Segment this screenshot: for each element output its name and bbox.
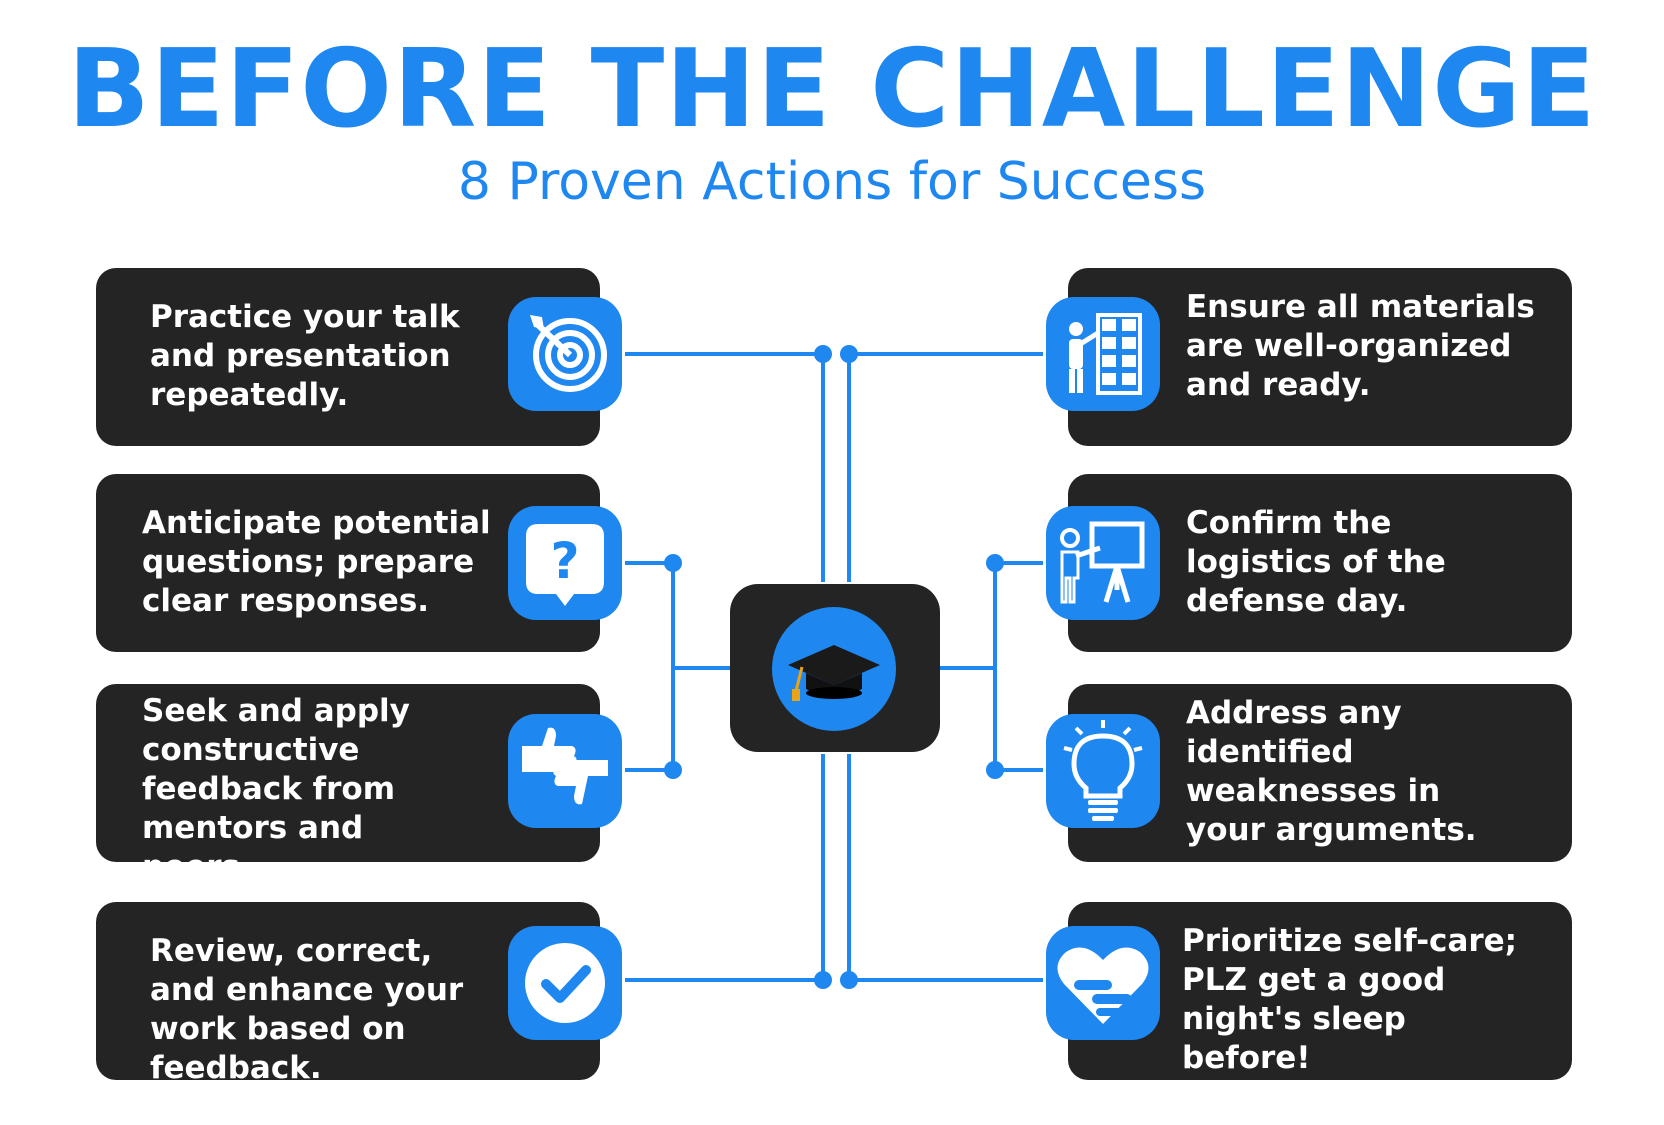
- action-text: Review, correct, and enhance your work b…: [150, 933, 464, 1086]
- thumbs-up-down-icon: [508, 714, 622, 828]
- presentation-board-icon: [1046, 506, 1160, 620]
- svg-text:?: ?: [550, 532, 579, 590]
- action-text: Prioritize self-care; PLZ get a good nig…: [1182, 923, 1518, 1076]
- action-text: Confirm the logistics of the defense day…: [1186, 505, 1446, 619]
- shelf-organizer-icon: [1046, 297, 1160, 411]
- action-card-2: Anticipate potential questions; prepare …: [96, 474, 600, 652]
- action-text: Address any identified weaknesses in you…: [1186, 695, 1477, 848]
- action-card-1: Practice your talk and presentation repe…: [96, 268, 600, 446]
- page-title: BEFORE THE CHALLENGE: [67, 27, 1597, 152]
- action-card-8: Prioritize self-care; PLZ get a good nig…: [1068, 902, 1572, 1080]
- center-hub: [730, 584, 940, 752]
- action-text: Practice your talk and presentation repe…: [150, 299, 460, 413]
- question-bubble-icon: ?: [508, 506, 622, 620]
- lightbulb-icon: [1046, 714, 1160, 828]
- heart-hug-icon: [1046, 926, 1160, 1040]
- action-text: Seek and apply constructive feedback fro…: [142, 693, 410, 885]
- graduation-cap-icon: [772, 607, 896, 731]
- check-badge-icon: [508, 926, 622, 1040]
- action-text: Anticipate potential questions; prepare …: [142, 505, 491, 619]
- page-subtitle: 8 Proven Actions for Success: [457, 152, 1207, 212]
- action-text: Ensure all materials are well-organized …: [1186, 289, 1535, 403]
- target-icon: [508, 297, 622, 411]
